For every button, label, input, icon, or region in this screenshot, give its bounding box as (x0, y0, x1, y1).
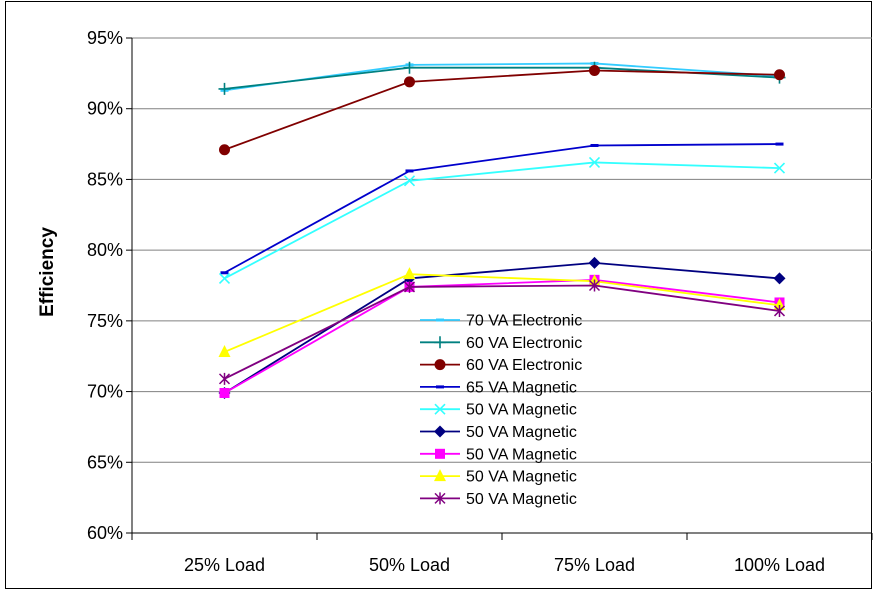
legend-marker (435, 448, 445, 459)
y-tick-label: 80% (87, 240, 123, 260)
legend-marker (434, 469, 446, 482)
legend-marker (436, 385, 444, 389)
data-point (403, 280, 416, 293)
x-tick-label: 75% Load (554, 555, 635, 575)
legend-label: 60 VA Electronic (466, 335, 582, 352)
series-line (224, 284, 780, 380)
legend-item: 50 VA Magnetic (420, 491, 577, 508)
legend-marker (434, 425, 446, 438)
legend-label: 65 VA Magnetic (466, 379, 577, 396)
series-line (224, 69, 780, 151)
legend-item: 50 VA Magnetic (420, 446, 577, 463)
legend-item: 50 VA Magnetic (420, 402, 577, 419)
gridlines (132, 37, 872, 463)
legend-item: 65 VA Magnetic (420, 379, 577, 396)
data-point (773, 272, 786, 285)
axes (126, 37, 873, 540)
legend-item: 50 VA Magnetic (420, 424, 577, 441)
data-point (774, 69, 785, 81)
series-line (224, 143, 780, 274)
y-axis-label: Efficiency (37, 227, 58, 317)
chart-border (5, 1, 872, 589)
x-tick-labels: 25% Load 50% Load 75% Load 100% Load (184, 555, 825, 575)
data-point (403, 267, 416, 280)
data-point (588, 256, 601, 269)
y-tick-labels: 60% 65% 70% 75% 80% 85% 90% 95% (87, 28, 123, 543)
data-point (588, 156, 601, 169)
series-line (224, 278, 780, 394)
y-tick-label: 65% (87, 452, 123, 472)
data-point (219, 144, 230, 156)
legend-label: 50 VA Magnetic (466, 491, 577, 508)
y-tick-label: 60% (87, 523, 123, 543)
series-line (224, 273, 780, 353)
y-tick-label: 70% (87, 382, 123, 402)
data-point (775, 142, 784, 146)
data-point (403, 61, 416, 74)
legend-item: 60 VA Electronic (420, 335, 582, 352)
data-point (405, 169, 414, 173)
series-line (224, 161, 780, 280)
legend-item: 50 VA Magnetic (420, 469, 577, 486)
data-point (218, 82, 231, 95)
data-point (588, 279, 601, 292)
data-point (218, 344, 231, 357)
series-5 (218, 156, 786, 284)
legend-item: 60 VA Electronic (420, 357, 582, 374)
data-point (218, 272, 231, 284)
y-tick-label: 95% (87, 28, 123, 48)
data-point (218, 372, 231, 385)
x-tick-label: 25% Load (184, 555, 265, 575)
legend-marker (436, 318, 444, 322)
legend-label: 50 VA Magnetic (466, 424, 577, 441)
data-point (404, 76, 415, 88)
legend-marker (434, 492, 446, 505)
y-tick-label: 90% (87, 99, 123, 119)
legend-label: 50 VA Magnetic (466, 469, 577, 486)
y-tick-label: 85% (87, 169, 123, 189)
y-tick-label: 75% (87, 311, 123, 331)
data-point (403, 175, 416, 187)
legend-label: 50 VA Magnetic (466, 446, 577, 463)
legend-marker (434, 359, 446, 371)
legend: 70 VA Electronic 60 VA Electronic 60 VA El… (420, 313, 582, 508)
data-point (220, 271, 229, 275)
legend-marker (434, 336, 446, 349)
series-9 (218, 279, 786, 385)
legend-label: 70 VA Electronic (466, 313, 582, 330)
data-point (589, 65, 600, 77)
legend-label: 60 VA Electronic (466, 357, 582, 374)
data-point (773, 304, 786, 317)
series-group (218, 61, 786, 399)
series-4 (220, 142, 784, 275)
series-line (224, 261, 780, 394)
data-point (590, 143, 599, 147)
legend-marker (434, 403, 446, 415)
x-tick-label: 100% Load (734, 555, 825, 575)
x-tick-label: 50% Load (369, 555, 450, 575)
legend-label: 50 VA Magnetic (466, 402, 577, 419)
legend-item: 70 VA Electronic (420, 313, 582, 330)
series-3 (219, 65, 785, 156)
data-point (219, 387, 230, 398)
data-point (773, 162, 786, 174)
